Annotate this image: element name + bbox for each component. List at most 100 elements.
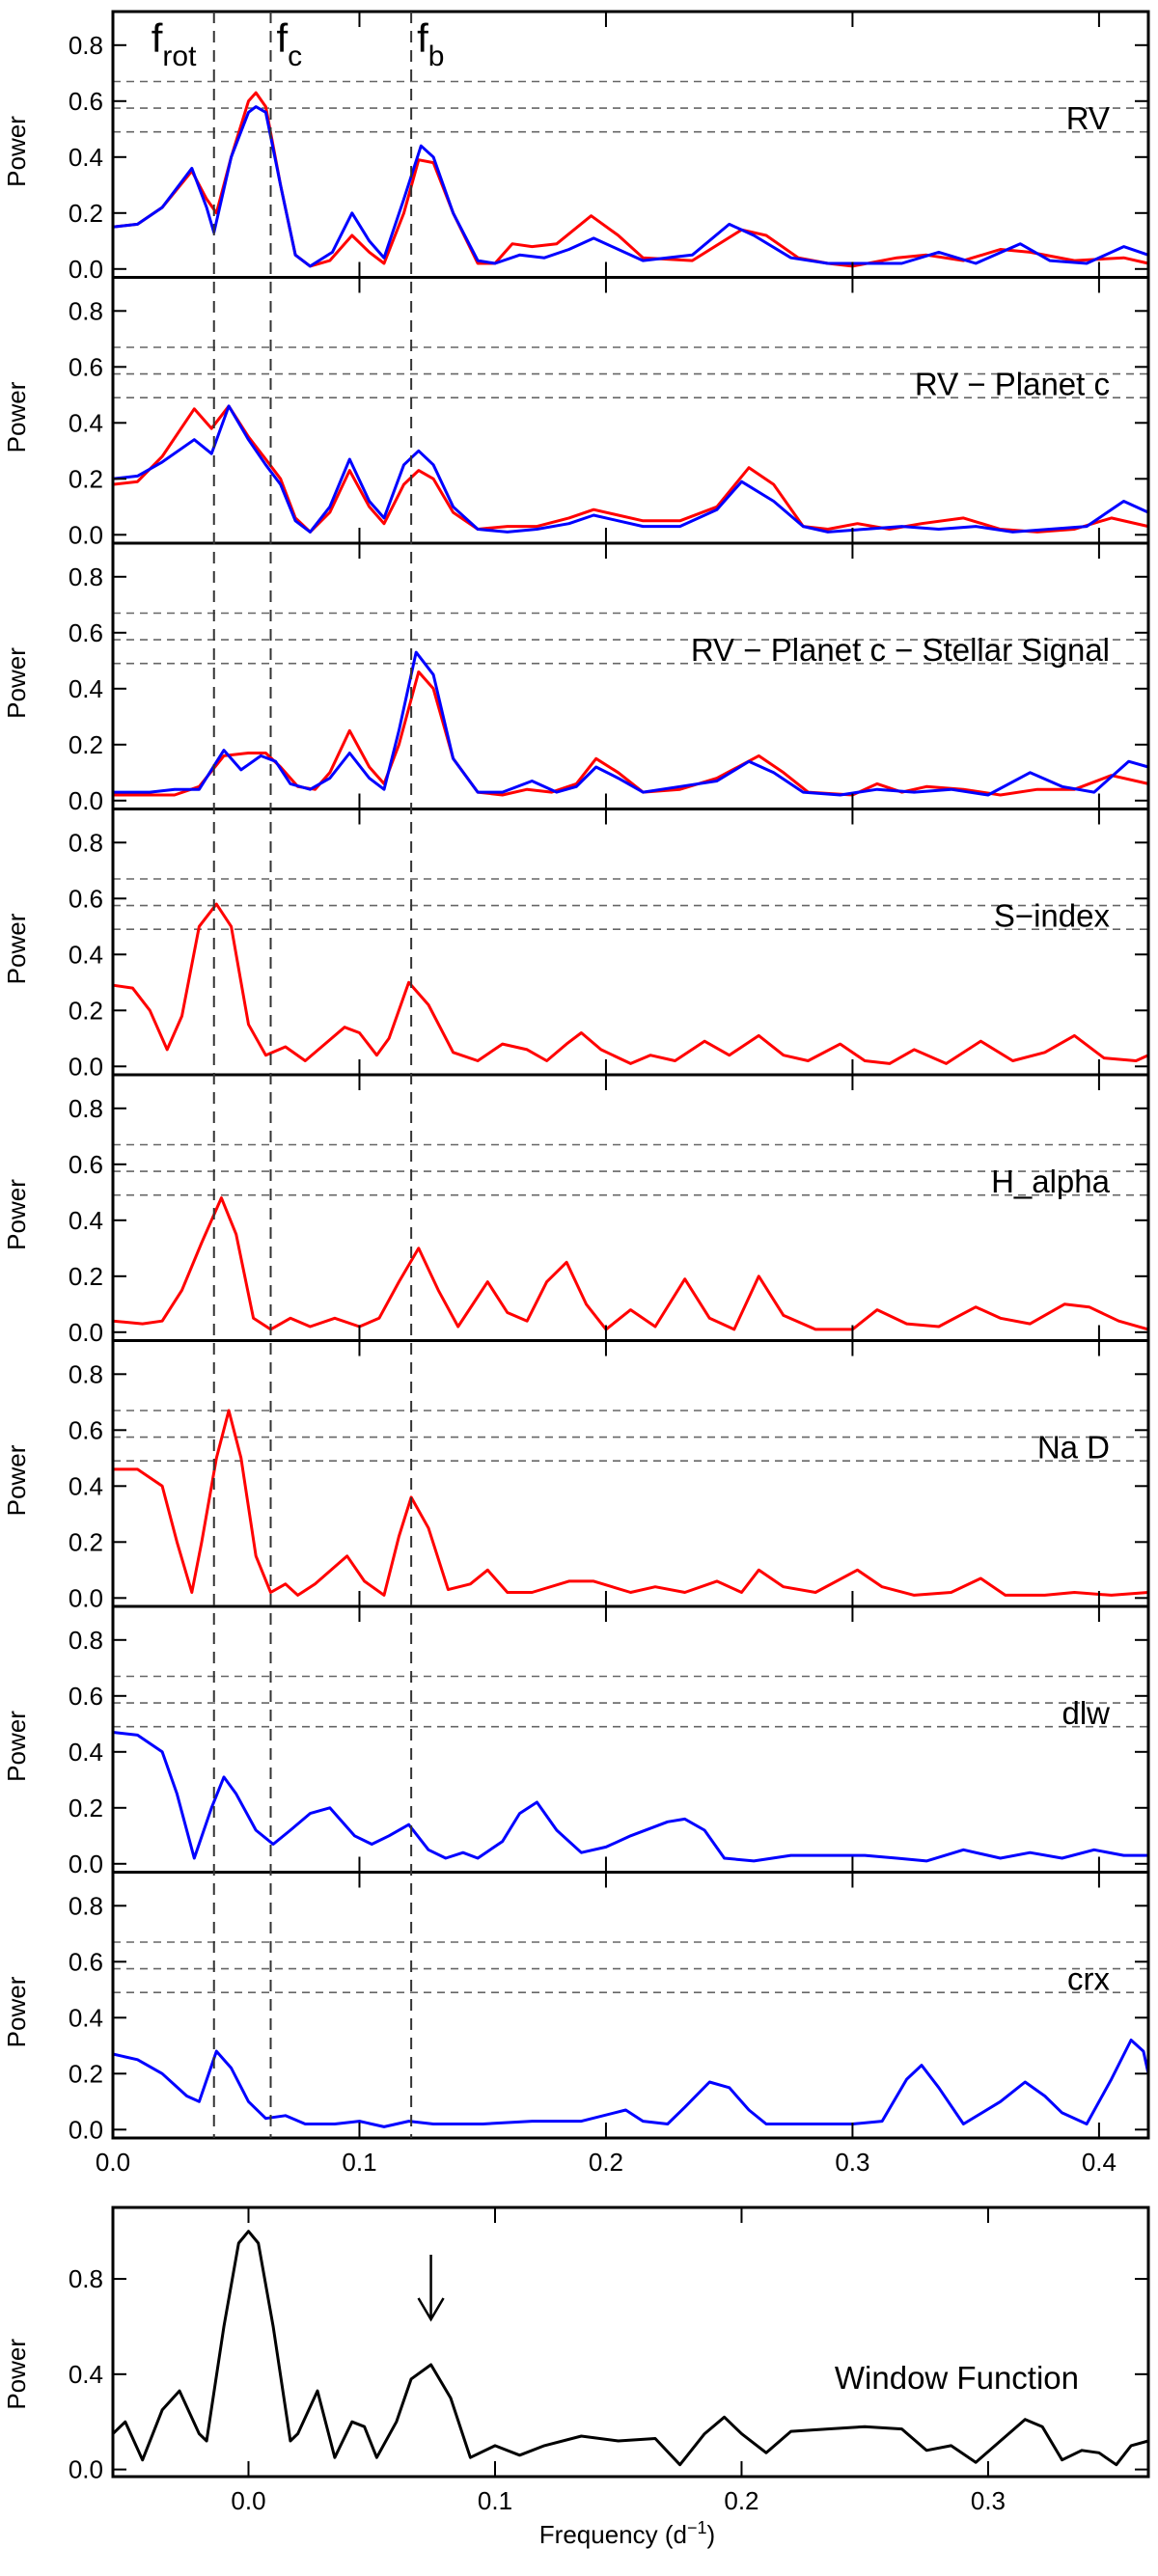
x-tick-label: 0.1: [478, 2486, 512, 2515]
frequency-marker-label: frot: [152, 15, 197, 72]
y-axis-label: Power: [2, 1444, 31, 1516]
y-tick-label: 0.6: [69, 1682, 103, 1711]
y-tick-label: 0.2: [69, 730, 103, 759]
y-tick-label: 0.2: [69, 1262, 103, 1291]
y-tick-label: 0.8: [69, 296, 103, 325]
series-line-red: [112, 1196, 1149, 1331]
panel-2: 0.0 0.2 0.4 0.6 0.8 Power RV − Planet c: [2, 276, 1150, 549]
panel-frame: [111, 808, 1150, 1077]
y-tick-label: 0.0: [69, 1318, 103, 1347]
y-tick-label: 0.0: [69, 1052, 103, 1081]
y-tick-label: 0.8: [69, 1094, 103, 1123]
y-tick-label: 0.8: [69, 2264, 103, 2293]
panel-5: 0.0 0.2 0.4 0.6 0.8 Power H_alpha: [2, 1073, 1150, 1347]
y-tick-label: 0.4: [69, 2360, 103, 2389]
frequency-marker-label: fb: [417, 15, 444, 72]
series-line-blue: [112, 404, 1149, 534]
panel-label: crx: [1067, 1961, 1110, 1997]
y-tick-label: 0.6: [69, 352, 103, 381]
x-axis-label: Frequency (d−1): [539, 2518, 715, 2549]
y-tick-label: 0.0: [69, 255, 103, 284]
panel-frame: [111, 1073, 1150, 1342]
series-line-blue: [113, 650, 1149, 797]
panel-3: 0.0 0.2 0.4 0.6 0.8 Power RV − Planet c − Stel…: [2, 541, 1150, 815]
series-line-blue: [112, 2039, 1150, 2128]
x-tick-label: 0.0: [231, 2486, 265, 2515]
y-tick-label: 0.4: [69, 1738, 103, 1767]
y-axis-label: Power: [2, 381, 31, 452]
y-tick-label: 0.0: [69, 1850, 103, 1878]
panel-6: 0.0 0.2 0.4 0.6 0.8 Power Na D: [2, 1339, 1150, 1612]
y-tick-label: 0.8: [69, 828, 103, 857]
y-tick-label: 0.2: [69, 1527, 103, 1556]
x-tick-label: 0.1: [342, 2148, 376, 2177]
y-tick-label: 0.6: [69, 618, 103, 647]
y-tick-label: 0.8: [69, 1359, 103, 1388]
y-tick-label: 0.4: [69, 2003, 103, 2032]
x-tick-label: 0.0: [96, 2148, 130, 2177]
y-tick-label: 0.2: [69, 2059, 103, 2088]
panel-label: Na D: [1037, 1430, 1110, 1466]
y-tick-label: 0.4: [69, 674, 103, 703]
y-tick-label: 0.4: [69, 1471, 103, 1500]
y-tick-label: 0.6: [69, 1150, 103, 1179]
y-tick-label: 0.6: [69, 1947, 103, 1976]
x-tick-label: 0.2: [589, 2148, 623, 2177]
y-axis-label: Power: [2, 1976, 31, 2047]
panel-label: H_alpha: [991, 1164, 1111, 1199]
y-tick-label: 0.4: [69, 1206, 103, 1235]
frequency-marker-label: fc: [277, 15, 303, 72]
y-tick-label: 0.4: [69, 940, 103, 969]
y-tick-label: 0.6: [69, 1415, 103, 1444]
panel-frame: [111, 541, 1150, 810]
x-tick-label: 0.3: [971, 2486, 1006, 2515]
window-series-line: [111, 2230, 1149, 2467]
window-function-panel: 0.0 0.4 0.8 0.0 0.1 0.2 0.3 Power Window Functio…: [2, 2206, 1150, 2549]
series-line-red: [113, 1409, 1149, 1597]
x-tick-label: 0.3: [835, 2148, 869, 2177]
y-tick-label: 0.8: [69, 562, 103, 591]
y-tick-label: 0.2: [69, 996, 103, 1025]
y-tick-label: 0.6: [69, 884, 103, 913]
y-tick-label: 0.4: [69, 143, 103, 172]
y-tick-label: 0.0: [69, 520, 103, 549]
y-tick-label: 0.2: [69, 464, 103, 493]
y-tick-label: 0.6: [69, 87, 103, 116]
y-axis-label: Power: [2, 913, 31, 984]
window-panel-label: Window Function: [835, 2360, 1079, 2396]
y-tick-label: 0.4: [69, 408, 103, 437]
y-axis-label: Power: [2, 1179, 31, 1250]
panel-frame: [111, 10, 1150, 279]
panel-label: RV − Planet c: [915, 367, 1110, 402]
panel-8: 0.0 0.2 0.4 0.6 0.8 Power crx: [2, 1871, 1150, 2144]
x-tick-label: 0.4: [1082, 2148, 1117, 2177]
y-tick-label: 0.0: [69, 1583, 103, 1612]
series-line-red: [112, 902, 1149, 1065]
y-tick-label: 0.0: [69, 2455, 103, 2484]
series-line-red: [112, 91, 1149, 268]
panel-1: 0.0 0.2 0.4 0.6 0.8 Power RV: [2, 10, 1150, 284]
series-line-blue: [112, 105, 1149, 268]
panel-frame: [111, 1604, 1150, 1874]
y-tick-label: 0.8: [69, 1626, 103, 1655]
y-axis-label: Power: [2, 2339, 31, 2410]
arrow-head: [417, 2297, 445, 2322]
window-frame: [111, 2206, 1150, 2479]
panel-label: S−index: [994, 898, 1111, 934]
panel-7: 0.0 0.2 0.4 0.6 0.8 Power dlw: [2, 1604, 1150, 1878]
panel-label: RV − Planet c − Stellar Signal: [691, 632, 1110, 668]
series-line-blue: [112, 1731, 1148, 1863]
panel-frame: [111, 1871, 1150, 2140]
y-axis-label: Power: [2, 116, 31, 187]
series-line-red: [113, 670, 1149, 797]
y-tick-label: 0.8: [69, 1891, 103, 1920]
panel-label: dlw: [1062, 1695, 1110, 1731]
panel-frame: [111, 1339, 1150, 1608]
panel-frame: [111, 276, 1150, 545]
y-tick-label: 0.0: [69, 786, 103, 815]
y-tick-label: 0.0: [69, 2115, 103, 2144]
x-tick-label: 0.2: [724, 2486, 758, 2515]
y-axis-label: Power: [2, 647, 31, 719]
y-tick-label: 0.2: [69, 199, 103, 228]
